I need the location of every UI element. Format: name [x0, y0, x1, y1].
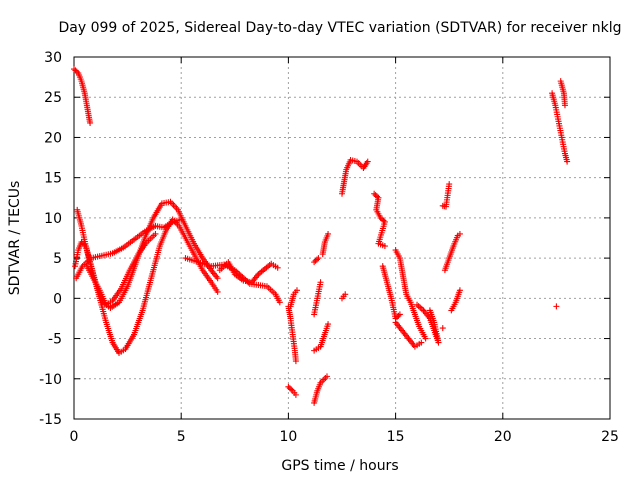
series-arc-q — [339, 156, 371, 197]
data-point — [372, 192, 379, 199]
series-arc-t — [392, 247, 429, 342]
data-point — [561, 102, 568, 109]
data-point — [73, 68, 80, 75]
x-axis-ticks: 0 5 10 15 20 25 — [70, 57, 619, 445]
y-tick-label: -10 — [39, 372, 62, 388]
series-arc-x — [448, 287, 463, 314]
series-arc-w — [441, 230, 463, 274]
data-point — [315, 255, 322, 262]
data-point — [152, 230, 159, 237]
data-point — [292, 391, 299, 398]
data-point — [381, 243, 388, 250]
data-point — [317, 279, 324, 286]
data-point — [178, 216, 185, 223]
data-point — [374, 193, 381, 200]
data-point — [276, 299, 283, 306]
data-point — [214, 275, 221, 282]
x-tick-label: 25 — [601, 429, 619, 445]
y-tick-label: 0 — [53, 291, 62, 307]
series-arc-u — [392, 319, 425, 350]
series-arc-p — [339, 291, 349, 302]
x-tick-label: 5 — [177, 429, 186, 445]
y-tick-label: 30 — [44, 50, 62, 66]
series-arc-j — [287, 287, 300, 310]
y-axis-ticks: -15 -10 -5 0 5 10 15 20 25 30 — [39, 50, 610, 428]
data-point — [446, 181, 453, 188]
series-arc-k — [311, 373, 330, 406]
data-point — [312, 257, 319, 264]
series-arc-h — [285, 303, 299, 365]
data-point — [553, 303, 560, 310]
data-point — [71, 66, 77, 73]
y-tick-label: 15 — [44, 171, 62, 187]
series-arc-r — [371, 190, 388, 250]
series-arc-o — [319, 230, 332, 258]
data-point — [313, 256, 320, 263]
data-point — [311, 259, 318, 266]
x-tick-label: 10 — [279, 429, 297, 445]
data-point — [364, 158, 371, 165]
data-point — [72, 67, 79, 74]
series-arc-i — [285, 383, 299, 398]
data-point — [325, 321, 332, 328]
data-point — [293, 287, 300, 294]
plot-frame — [73, 56, 611, 420]
y-tick-label: 5 — [53, 251, 62, 267]
data-point — [377, 214, 384, 221]
series-arc-ab — [557, 78, 568, 109]
chart-title: Day 099 of 2025, Sidereal Day-to-day VTE… — [59, 20, 622, 36]
data-point — [422, 335, 429, 342]
series-arc-m — [311, 279, 324, 318]
series-arc-f — [182, 255, 283, 306]
x-axis-label: GPS time / hours — [281, 458, 398, 474]
data-point — [285, 383, 292, 390]
series-arc-s — [379, 263, 403, 322]
series-arc-z — [439, 325, 446, 332]
series-arc-d — [73, 216, 185, 282]
series-arc-l — [311, 321, 332, 354]
data-point — [323, 373, 330, 380]
y-tick-label: -15 — [39, 412, 62, 428]
data-point — [274, 264, 281, 271]
y-tick-label: -5 — [48, 332, 62, 348]
series-arc-a — [71, 66, 94, 126]
series-arc-ac — [553, 303, 560, 310]
data-point — [564, 158, 571, 165]
x-tick-label: 15 — [387, 429, 405, 445]
data-point — [87, 119, 94, 126]
series-arc-aa — [549, 90, 571, 165]
x-tick-label: 0 — [70, 429, 79, 445]
series-arc-n — [311, 255, 322, 266]
data-point — [456, 287, 463, 294]
data-point — [292, 358, 299, 365]
data-point — [288, 386, 295, 393]
data-point — [380, 217, 387, 224]
data-points — [71, 66, 571, 406]
series-arc-g — [216, 259, 281, 286]
series-arc-e — [83, 230, 159, 308]
y-axis-label: SDTVAR / TECUs — [7, 181, 23, 296]
data-point — [379, 216, 386, 223]
data-point — [371, 190, 378, 197]
data-point — [439, 325, 446, 332]
data-point — [418, 339, 425, 346]
data-point — [395, 312, 402, 319]
data-point — [456, 230, 463, 237]
data-point — [396, 311, 403, 318]
data-point — [325, 230, 332, 237]
data-point — [394, 314, 401, 321]
data-point — [286, 385, 293, 392]
grid-lines — [74, 57, 610, 419]
data-point — [214, 288, 221, 295]
y-tick-label: 25 — [44, 90, 62, 106]
series-arc-v — [414, 301, 442, 346]
data-point — [342, 291, 349, 298]
y-tick-label: 20 — [44, 130, 62, 146]
y-tick-label: 10 — [44, 211, 62, 227]
series-arc-y — [439, 181, 453, 210]
x-tick-label: 20 — [494, 429, 512, 445]
data-point — [426, 307, 433, 314]
